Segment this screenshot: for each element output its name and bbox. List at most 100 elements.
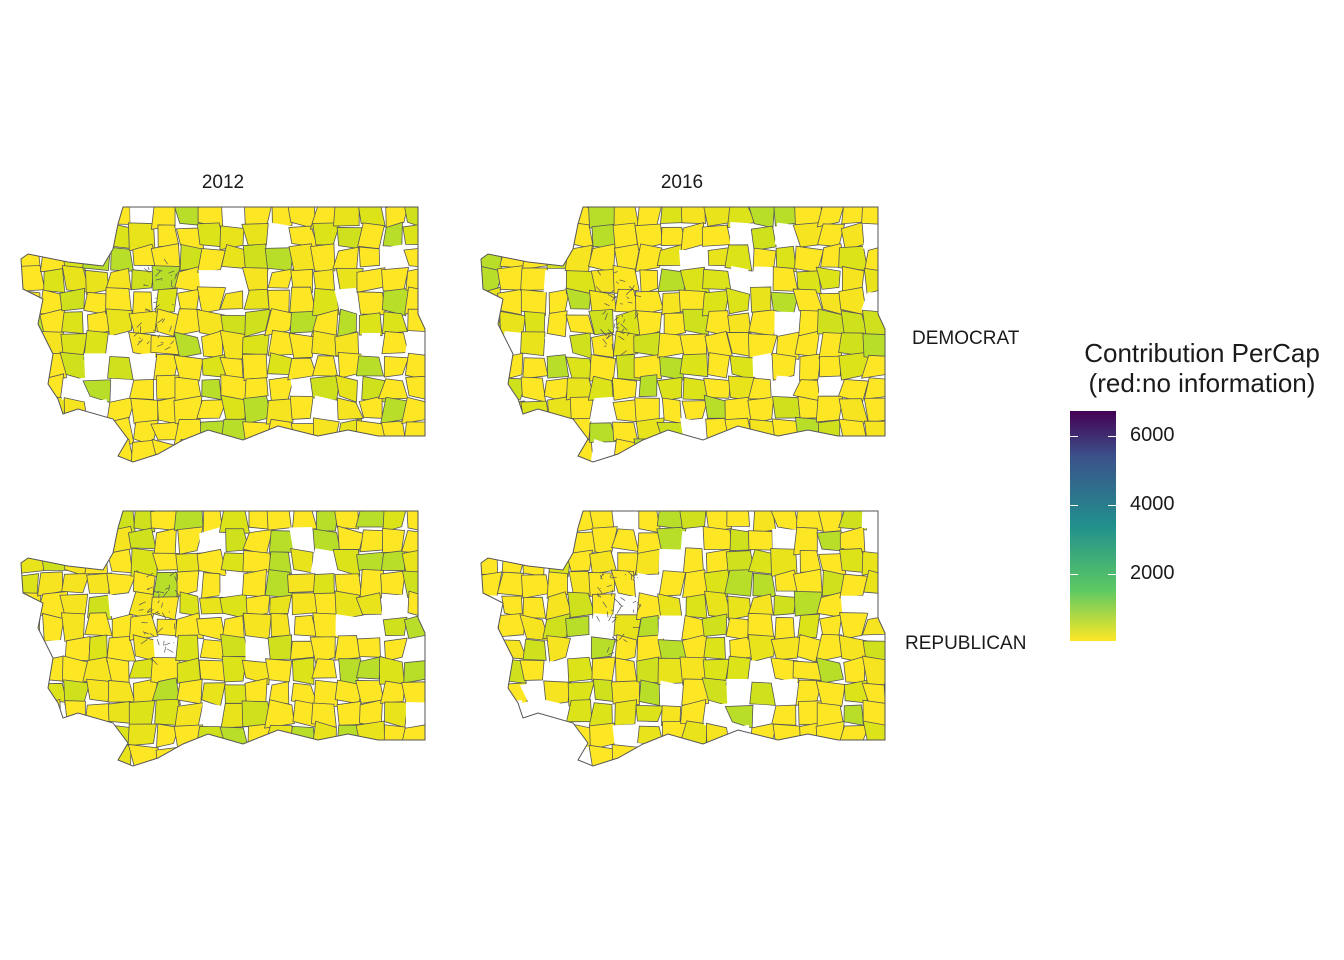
map-panel-2012-democrat [18, 204, 428, 474]
zip-region [481, 511, 505, 532]
zip-region [311, 702, 337, 728]
zip-region [356, 637, 381, 658]
zip-region [21, 700, 42, 729]
zip-region [636, 656, 660, 684]
zip-region-group [481, 207, 885, 462]
zip-region [264, 308, 296, 337]
legend-title: Contribution PerCap (red:no information) [1060, 338, 1344, 398]
zip-region [704, 511, 733, 533]
no-data-gap [774, 311, 801, 337]
zip-region [634, 243, 663, 272]
zip-region [815, 633, 844, 663]
urban-boundary-line [623, 319, 625, 323]
zip-region [380, 570, 406, 596]
urban-boundary-line [611, 636, 619, 642]
no-data-gap [862, 226, 885, 249]
urban-boundary-line [161, 602, 163, 608]
zip-region [815, 657, 844, 684]
zip-region [84, 548, 108, 575]
zip-region [569, 332, 592, 359]
zip-region [267, 634, 293, 661]
no-data-gap [703, 703, 732, 729]
legend-label-6000: 6000 [1130, 424, 1175, 446]
zip-region [173, 308, 202, 337]
zip-region [799, 353, 822, 382]
zip-region [771, 352, 797, 381]
zip-region [661, 397, 682, 425]
no-data-gap [334, 287, 357, 313]
zip-region [481, 332, 502, 359]
zip-region [153, 353, 180, 381]
zip-region [268, 551, 292, 575]
zip-region [311, 658, 337, 679]
no-data-gap [129, 207, 158, 228]
urban-boundary-line [633, 290, 637, 292]
urban-boundary-line [634, 313, 639, 320]
zip-region [749, 439, 775, 462]
zip-region [242, 243, 269, 271]
no-data-gap [547, 661, 571, 684]
zip-region [519, 224, 549, 246]
urban-boundary-line [613, 598, 621, 605]
zip-region [270, 612, 291, 638]
zip-region [21, 289, 41, 312]
zip-region [287, 573, 317, 593]
zip-region [701, 439, 732, 462]
zip-region [219, 290, 244, 310]
zip-region [685, 593, 708, 619]
zip-region [679, 442, 710, 462]
washington-map-2012-republican [20, 510, 426, 767]
zip-region [521, 243, 549, 270]
zip-region [481, 286, 501, 313]
zip-region [226, 440, 249, 462]
urban-boundary-line [595, 286, 602, 292]
zip-region [59, 526, 91, 556]
zip-region [152, 677, 181, 706]
urban-boundary-line [628, 571, 636, 578]
urban-boundary-line [174, 271, 180, 276]
zip-region [242, 421, 271, 444]
zip-region [221, 655, 247, 683]
urban-boundary-line [625, 289, 632, 295]
zip-region [359, 568, 385, 599]
zip-region [499, 221, 526, 251]
zip-region [520, 376, 547, 403]
zip-region [862, 720, 885, 749]
no-data-gap [361, 332, 381, 359]
no-data-gap [771, 375, 798, 402]
zip-region [201, 330, 223, 358]
zip-region [241, 438, 268, 462]
no-data-gap [657, 615, 686, 640]
urban-boundary-line [637, 603, 642, 611]
no-data-gap [381, 594, 406, 618]
zip-region [747, 593, 774, 616]
urban-boundary-line [168, 584, 171, 591]
urban-boundary-line [156, 269, 163, 272]
no-data-gap [731, 265, 752, 291]
zip-region [150, 511, 181, 532]
zip-region [546, 310, 568, 338]
urban-boundary-line [156, 344, 163, 347]
no-data-gap [612, 723, 641, 750]
zip-region [481, 418, 505, 446]
facet-label-democrat: DEMOCRAT [912, 328, 1020, 349]
zip-region [860, 354, 885, 379]
zip-region [150, 596, 180, 621]
urban-boundary-line [146, 586, 153, 590]
no-data-gap [750, 660, 774, 680]
zip-region [635, 704, 665, 722]
zip-region [358, 246, 380, 268]
no-data-gap [499, 419, 527, 443]
no-data-gap [38, 207, 65, 227]
zip-region [702, 526, 733, 551]
zip-region [401, 439, 425, 462]
urban-boundary-line [597, 586, 603, 594]
zip-region [265, 398, 294, 425]
zip-region [61, 572, 91, 594]
zip-region [264, 724, 295, 749]
no-data-gap [660, 680, 683, 706]
no-data-gap [726, 678, 755, 706]
zip-region [220, 394, 248, 424]
zip-region [481, 745, 505, 766]
zip-region [543, 511, 570, 532]
